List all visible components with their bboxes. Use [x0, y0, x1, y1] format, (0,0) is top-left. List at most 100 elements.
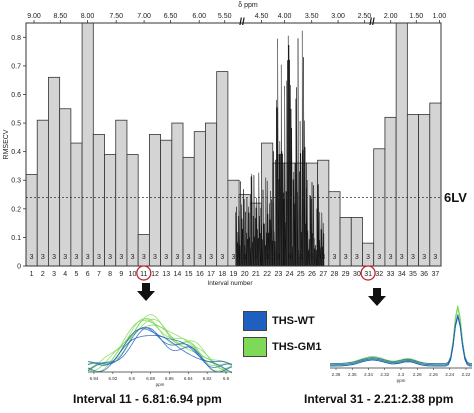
bar-label-4: 3: [63, 254, 67, 261]
bar-interval-16: [193, 131, 206, 267]
x-tick-label-16: 16: [196, 271, 204, 278]
bar-label-19: 3: [232, 254, 236, 261]
arrow-interval-31: [368, 288, 386, 306]
x-tick-label-9: 9: [119, 271, 123, 278]
x-tick-label-34: 34: [398, 271, 406, 278]
inset2-xlabel: ppm: [397, 378, 406, 383]
axis-break-mark: //: [239, 17, 245, 28]
bar-interval-15: [182, 156, 195, 267]
x-tick-label-2: 2: [41, 271, 45, 278]
x-tick-label-26: 26: [308, 271, 316, 278]
bar-label-28: 3: [332, 254, 336, 261]
x-tick-label-8: 8: [108, 271, 112, 278]
bar-label-2: 3: [41, 254, 45, 261]
x-tick-label-17: 17: [207, 271, 215, 278]
x-tick-label-30: 30: [353, 271, 361, 278]
inset2-tick-label: 2.3: [398, 372, 405, 377]
x-tick-label-6: 6: [86, 271, 90, 278]
bar-interval-34: [395, 22, 408, 267]
axis-break-mark: //: [369, 17, 375, 28]
inset1-trace: [87, 324, 233, 374]
bar-interval-36: [418, 114, 431, 267]
bar-interval-14: [171, 122, 184, 267]
highlight-circle-31: [360, 265, 376, 281]
bar-interval-37: [429, 102, 442, 267]
y-tick-label: 0.8: [11, 35, 21, 42]
inset1-tick-label: 6.94: [90, 376, 99, 381]
bar-label-10: 3: [131, 254, 135, 261]
inset1-tick-label: 6.88: [146, 376, 155, 381]
y-tick-label: 0.5: [11, 121, 21, 128]
inset1-tick-label: 6.86: [165, 376, 174, 381]
bar-label-5: 3: [75, 254, 79, 261]
bar-label-36: 3: [422, 254, 426, 261]
plot-frame: [25, 22, 442, 267]
x-tick-label-23: 23: [274, 271, 282, 278]
x-tick-label-28: 28: [331, 271, 339, 278]
x-tick-label-32: 32: [375, 271, 383, 278]
bar-interval-3: [48, 76, 61, 267]
arrow-interval-11: [137, 283, 155, 301]
bar-interval-8: [104, 154, 117, 267]
inset2-tick-label: 2.22: [462, 372, 471, 377]
y-tick-label: 0.1: [11, 235, 21, 242]
bar-label-14: 3: [175, 254, 179, 261]
highlight-circle-11: [136, 265, 152, 281]
inset1-tick-label: 6.84: [184, 376, 193, 381]
inset2-tick-label: 2.32: [380, 372, 389, 377]
inset-spectrum-interval-31: 2.38 2.36 2.34 2.32 2.3 2.28 2.26 2.24 2.22 ppm: [330, 305, 473, 383]
inset2-trace: [330, 315, 473, 366]
x-tick-label-19: 19: [230, 271, 238, 278]
x-tick-label-12: 12: [151, 271, 159, 278]
bar-interval-12: [148, 134, 162, 267]
x-tick-label-7: 7: [97, 271, 101, 278]
bar-interval-5: [70, 142, 83, 267]
inset1-tick-label: 6.8: [223, 376, 230, 381]
y-tick-label: 0.2: [11, 206, 21, 213]
inset-spectrum-interval-11: 6.94 6.92 6.9 6.88 6.86 6.84 6.82 6.8 ppm: [87, 314, 233, 387]
x-tick-label-21: 21: [252, 271, 260, 278]
bar-interval-33: [384, 116, 397, 267]
y-tick-label: 0.4: [11, 149, 21, 156]
top-tick-label: 2.00: [384, 13, 398, 20]
bar-label-15: 3: [187, 254, 191, 261]
bar-label-32: 3: [377, 254, 381, 261]
inset2-trace: [330, 305, 473, 364]
x-tick-label-3: 3: [52, 271, 56, 278]
bar-label-34: 3: [400, 254, 404, 261]
top-tick-label: 7.00: [137, 13, 151, 20]
x-tick-label-5: 5: [75, 271, 79, 278]
x-tick-label-35: 35: [409, 271, 417, 278]
top-tick-label: 6.00: [192, 13, 206, 20]
legend-item-gm1: THS-GM1: [243, 337, 322, 357]
main-bar-chart: 3 3 3 3 3 3 3 3 3 3 3 3 3 3 3 3 3 3 3 3 3 3 3 3 3 3 3 3 3 3 3 3 3 3 3 3 300.…: [3, 2, 446, 287]
top-tick-label: 3.50: [305, 13, 319, 20]
bar-interval-32: [373, 148, 386, 267]
top-tick-label: 9.00: [27, 13, 41, 20]
x-tick-label-29: 29: [342, 271, 350, 278]
top-tick-label: 7.50: [109, 13, 123, 20]
bar-label-35: 3: [411, 254, 415, 261]
bar-label-9: 3: [119, 254, 123, 261]
bar-interval-9: [115, 119, 128, 267]
x-tick-label-14: 14: [174, 271, 182, 278]
inset2-tick-label: 2.36: [348, 372, 357, 377]
x-tick-label-25: 25: [297, 271, 305, 278]
top-tick-label: 6.50: [164, 13, 178, 20]
bar-label-11: 3: [142, 254, 146, 261]
arrows: [137, 283, 386, 306]
inset2-trace: [330, 314, 473, 364]
inset1-tick-label: 6.92: [108, 376, 117, 381]
bar-interval-4: [59, 108, 72, 267]
inset-caption-interval-11: Interval 11 - 6.81:6.94 ppm: [73, 392, 222, 406]
x-tick-label-18: 18: [218, 271, 226, 278]
y-tick-label: 0.7: [11, 63, 21, 70]
legend-swatch-wt: [243, 311, 267, 331]
inset2-tick-label: 2.28: [413, 372, 422, 377]
x-tick-label-31: 31: [364, 271, 372, 278]
x-tick-label-20: 20: [241, 271, 249, 278]
bar-label-16: 3: [198, 254, 202, 261]
x-axis-label: Interval number: [207, 280, 253, 287]
inset2-tick-label: 2.26: [429, 372, 438, 377]
